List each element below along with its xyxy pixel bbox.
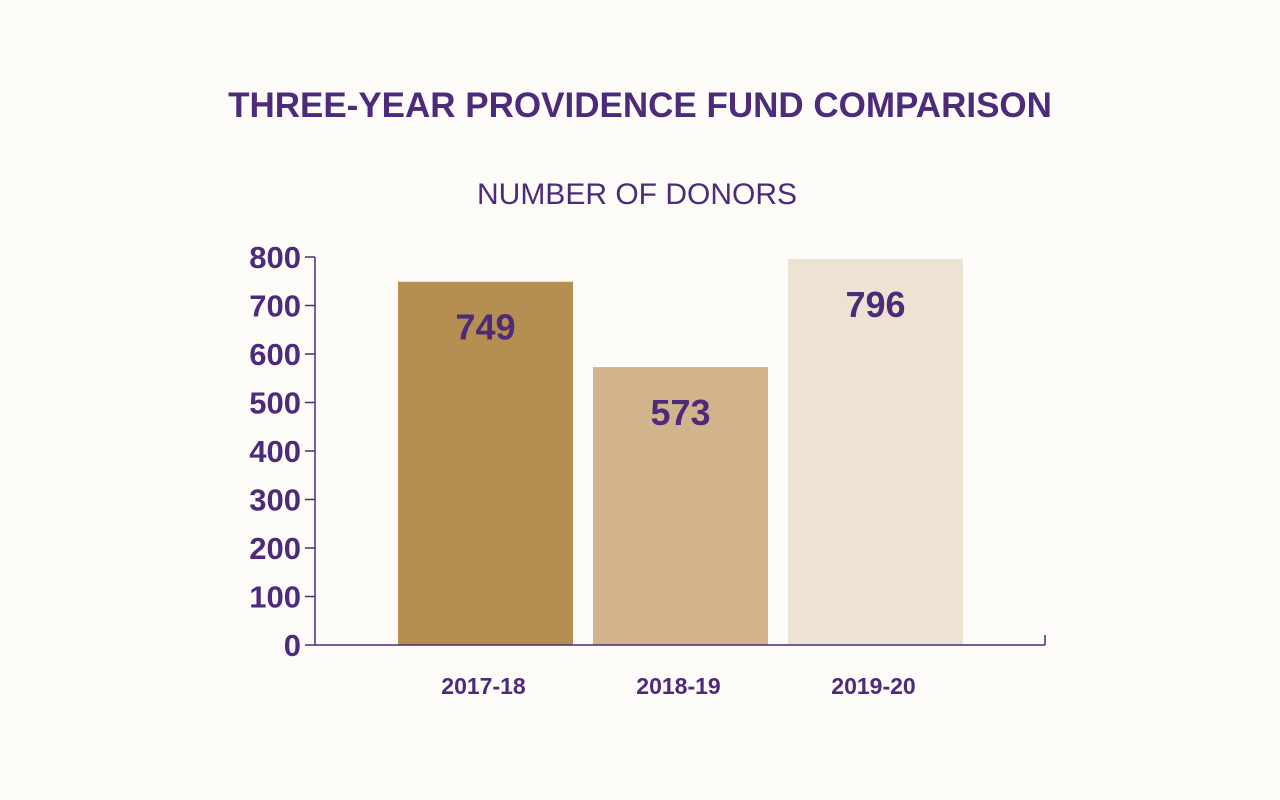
x-tick-label-2017-18: 2017-18: [441, 673, 526, 699]
chart-title: THREE-YEAR PROVIDENCE FUND COMPARISON: [228, 86, 1052, 125]
y-tick-label-0: 0: [284, 628, 301, 663]
y-tick-label-500: 500: [249, 386, 301, 421]
bar-2017-18: [398, 281, 573, 645]
y-tick-label-600: 600: [249, 337, 301, 372]
labels-group: 0 100 200 300 400 500 600 700 800 2017-18 2018-19 2…: [249, 240, 915, 699]
y-tick-label-400: 400: [249, 434, 301, 469]
x-tick-label-2019-20: 2019-20: [831, 673, 915, 699]
bars-group: [398, 258, 963, 645]
data-label-2017-18: 749: [455, 307, 515, 348]
y-tick-label-300: 300: [249, 483, 301, 518]
bar-2018-19: [593, 367, 768, 645]
data-label-2019-20: 796: [845, 284, 905, 325]
y-tick-label-100: 100: [249, 580, 301, 615]
bar-2019-20: [788, 258, 963, 645]
axes-group: [305, 256, 1046, 646]
y-tick-label-700: 700: [249, 289, 301, 324]
x-tick-label-2018-19: 2018-19: [636, 673, 720, 699]
data-label-2018-19: 573: [650, 392, 710, 433]
y-tick-label-200: 200: [249, 531, 301, 566]
chart-subtitle: NUMBER OF DONORS: [477, 178, 797, 211]
y-tick-label-800: 800: [249, 240, 301, 275]
